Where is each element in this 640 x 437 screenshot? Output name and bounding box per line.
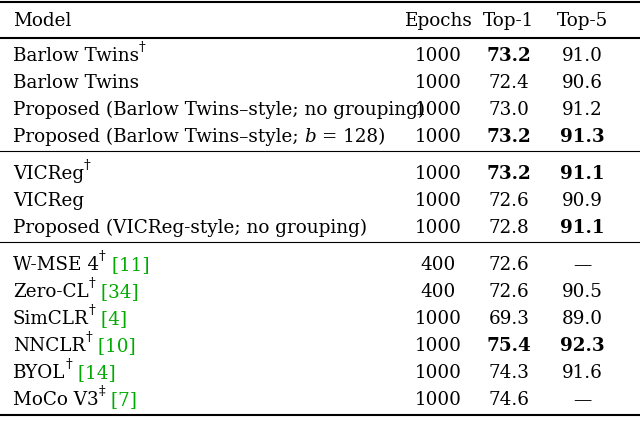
Text: 73.0: 73.0 bbox=[488, 101, 529, 119]
Text: —: — bbox=[573, 256, 591, 274]
Text: †: † bbox=[139, 41, 146, 54]
Text: Proposed (Barlow Twins–style;: Proposed (Barlow Twins–style; bbox=[13, 128, 304, 146]
Text: 1000: 1000 bbox=[415, 192, 462, 210]
Text: 1000: 1000 bbox=[415, 364, 462, 382]
Text: 89.0: 89.0 bbox=[562, 310, 603, 328]
Text: MoCo V3: MoCo V3 bbox=[13, 391, 99, 409]
Text: 72.6: 72.6 bbox=[488, 283, 529, 301]
Text: Top-5: Top-5 bbox=[557, 12, 608, 30]
Text: Top-1: Top-1 bbox=[483, 12, 534, 30]
Text: 90.6: 90.6 bbox=[562, 74, 603, 92]
Text: 73.2: 73.2 bbox=[486, 47, 531, 65]
Text: 91.3: 91.3 bbox=[560, 128, 605, 146]
Text: 74.6: 74.6 bbox=[488, 391, 529, 409]
Text: 1000: 1000 bbox=[415, 47, 462, 65]
Text: 91.1: 91.1 bbox=[560, 165, 605, 183]
Text: 72.6: 72.6 bbox=[488, 192, 529, 210]
Text: W-MSE 4: W-MSE 4 bbox=[13, 256, 99, 274]
Text: SimCLR: SimCLR bbox=[13, 310, 89, 328]
Text: 1000: 1000 bbox=[415, 219, 462, 237]
Text: 1000: 1000 bbox=[415, 337, 462, 355]
Text: 74.3: 74.3 bbox=[488, 364, 529, 382]
Text: †: † bbox=[99, 250, 106, 263]
Text: 69.3: 69.3 bbox=[488, 310, 529, 328]
Text: 72.4: 72.4 bbox=[488, 74, 529, 92]
Text: 72.6: 72.6 bbox=[488, 256, 529, 274]
Text: 400: 400 bbox=[420, 283, 456, 301]
Text: †: † bbox=[89, 304, 95, 317]
Text: 1000: 1000 bbox=[415, 391, 462, 409]
Text: 92.3: 92.3 bbox=[560, 337, 605, 355]
Text: —: — bbox=[573, 391, 591, 409]
Text: †: † bbox=[65, 358, 72, 371]
Text: 73.2: 73.2 bbox=[486, 165, 531, 183]
Text: 90.5: 90.5 bbox=[562, 283, 603, 301]
Text: 1000: 1000 bbox=[415, 128, 462, 146]
Text: †: † bbox=[85, 331, 92, 344]
Text: Model: Model bbox=[13, 12, 71, 30]
Text: 1000: 1000 bbox=[415, 101, 462, 119]
Text: Barlow Twins: Barlow Twins bbox=[13, 47, 139, 65]
Text: [11]: [11] bbox=[106, 256, 149, 274]
Text: [7]: [7] bbox=[105, 391, 137, 409]
Text: VICReg: VICReg bbox=[13, 165, 84, 183]
Text: [10]: [10] bbox=[92, 337, 136, 355]
Text: 90.9: 90.9 bbox=[562, 192, 603, 210]
Text: 1000: 1000 bbox=[415, 74, 462, 92]
Text: [4]: [4] bbox=[95, 310, 127, 328]
Text: = 128): = 128) bbox=[316, 128, 385, 146]
Text: Epochs: Epochs bbox=[404, 12, 472, 30]
Text: [14]: [14] bbox=[72, 364, 116, 382]
Text: b: b bbox=[304, 128, 316, 146]
Text: Proposed (Barlow Twins–style; no grouping): Proposed (Barlow Twins–style; no groupin… bbox=[13, 101, 425, 119]
Text: 91.2: 91.2 bbox=[562, 101, 603, 119]
Text: 73.2: 73.2 bbox=[486, 128, 531, 146]
Text: NNCLR: NNCLR bbox=[13, 337, 85, 355]
Text: VICReg: VICReg bbox=[13, 192, 84, 210]
Text: ‡: ‡ bbox=[99, 385, 105, 398]
Text: 91.1: 91.1 bbox=[560, 219, 605, 237]
Text: 1000: 1000 bbox=[415, 165, 462, 183]
Text: Zero-CL: Zero-CL bbox=[13, 283, 88, 301]
Text: †: † bbox=[88, 277, 95, 290]
Text: 72.8: 72.8 bbox=[488, 219, 529, 237]
Text: BYOL: BYOL bbox=[13, 364, 65, 382]
Text: 400: 400 bbox=[420, 256, 456, 274]
Text: Barlow Twins: Barlow Twins bbox=[13, 74, 139, 92]
Text: Proposed (VICReg-style; no grouping): Proposed (VICReg-style; no grouping) bbox=[13, 219, 367, 237]
Text: 75.4: 75.4 bbox=[486, 337, 531, 355]
Text: †: † bbox=[84, 159, 91, 172]
Text: 1000: 1000 bbox=[415, 310, 462, 328]
Text: [34]: [34] bbox=[95, 283, 139, 301]
Text: 91.6: 91.6 bbox=[562, 364, 603, 382]
Text: 91.0: 91.0 bbox=[562, 47, 603, 65]
